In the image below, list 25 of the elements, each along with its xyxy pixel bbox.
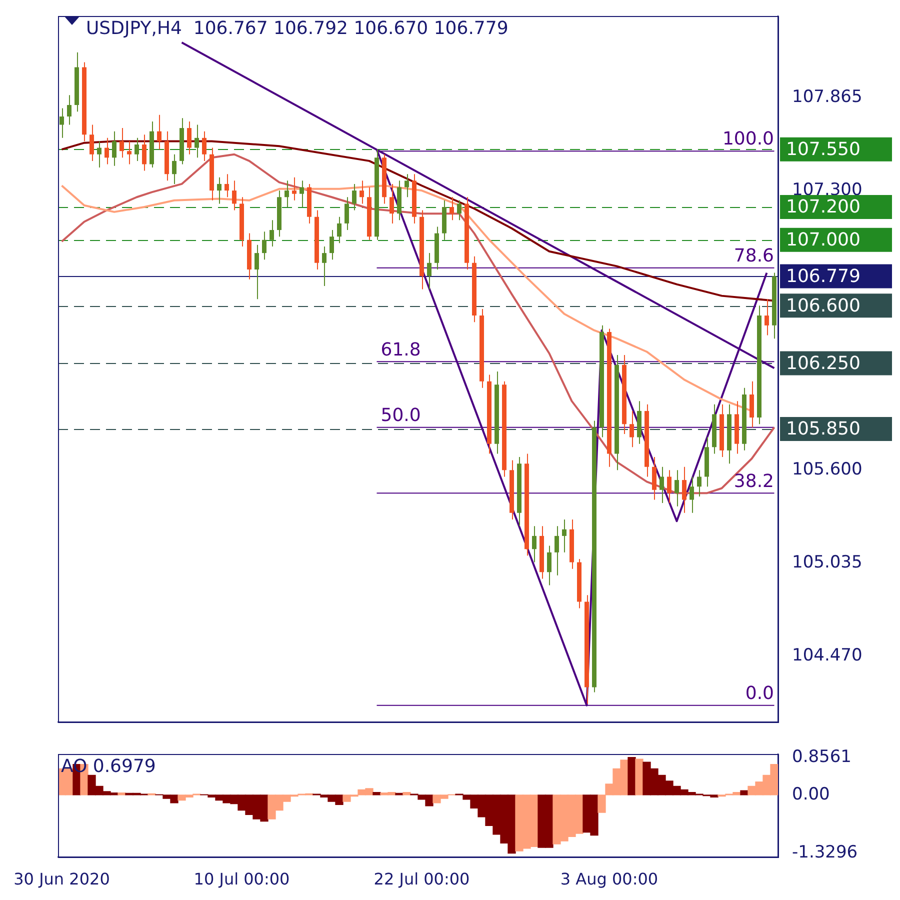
- y-tick-label: 105.035: [792, 552, 862, 573]
- ref-line-label: 106.779: [786, 266, 860, 287]
- chart-title: AO 0.6979: [61, 756, 156, 777]
- y-tick-label: 105.600: [792, 460, 862, 480]
- y-tick-label: 0.8561: [792, 746, 852, 767]
- series-label: 61.8: [380, 339, 421, 360]
- ref-line-label: 106.250: [786, 352, 860, 374]
- ref-line-label: 106.600: [786, 295, 860, 316]
- x-tick-label: 10 Jul 00:00: [194, 870, 290, 889]
- x-tick-label: 22 Jul 00:00: [374, 870, 470, 889]
- y-tick-label: 104.470: [792, 645, 862, 666]
- ref-line-label: 105.850: [786, 418, 860, 440]
- y-tick-label: 107.865: [792, 87, 862, 108]
- ref-line-label: 107.000: [786, 230, 860, 251]
- series-label: 100.0: [722, 128, 774, 150]
- ref-line-label: 107.550: [786, 139, 860, 160]
- y-tick-label: 0.00: [792, 784, 830, 804]
- chart-title: USDJPY,H4 106.767 106.792 106.670 106.779: [86, 18, 508, 39]
- series-label: 0.0: [745, 683, 774, 704]
- y-tick-label: -1.3296: [792, 842, 858, 863]
- series-label: 38.2: [734, 470, 774, 492]
- series-label: 78.6: [734, 246, 774, 267]
- x-tick-label: 3 Aug 00:00: [560, 870, 658, 889]
- series-label: 50.0: [380, 405, 421, 426]
- x-tick-label: 30 Jun 2020: [14, 870, 110, 889]
